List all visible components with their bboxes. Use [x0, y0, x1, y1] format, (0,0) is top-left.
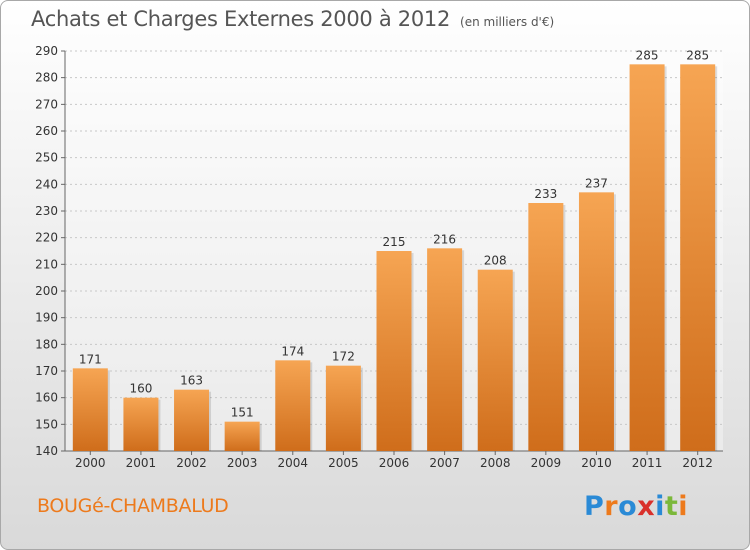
bar-value-label: 208	[484, 254, 507, 268]
x-tick-label: 2006	[379, 456, 410, 470]
bar	[477, 269, 513, 451]
bar	[72, 368, 108, 451]
proxiti-logo: Proxiti	[584, 491, 688, 522]
bar-value-label: 215	[383, 235, 406, 249]
y-tick-label: 170	[35, 364, 58, 378]
logo-letter: t	[664, 491, 679, 522]
bar	[528, 203, 564, 451]
bar-value-label: 172	[332, 350, 355, 364]
logo-letter: o	[618, 491, 638, 522]
y-tick-label: 250	[35, 151, 58, 165]
y-tick-label: 220	[35, 231, 58, 245]
bar-value-label: 216	[433, 232, 456, 246]
bar	[629, 64, 665, 452]
bar	[578, 192, 614, 452]
y-tick-label: 200	[35, 284, 58, 298]
x-tick-label: 2000	[75, 456, 106, 470]
bar	[325, 365, 361, 451]
bar	[174, 389, 210, 451]
place-name: BOUGé-CHAMBALUD	[37, 495, 229, 517]
y-tick-label: 150	[35, 417, 58, 431]
y-tick-label: 240	[35, 177, 58, 191]
bar-value-label: 233	[534, 187, 557, 201]
bar-value-label: 160	[129, 382, 152, 396]
bar	[376, 251, 412, 451]
bar-value-label: 285	[636, 48, 659, 62]
x-tick-label: 2010	[581, 456, 612, 470]
x-tick-label: 2002	[176, 456, 207, 470]
bar-value-label: 237	[585, 176, 608, 190]
logo-letter: i	[678, 491, 689, 522]
y-tick-label: 230	[35, 204, 58, 218]
x-tick-label: 2009	[531, 456, 562, 470]
unit-note: (en milliers d'€)	[460, 15, 555, 29]
x-tick-label: 2005	[328, 456, 359, 470]
x-tick-label: 2003	[227, 456, 258, 470]
bar	[680, 64, 716, 452]
y-tick-label: 190	[35, 311, 58, 325]
y-tick-label: 160	[35, 391, 58, 405]
x-tick-label: 2008	[480, 456, 511, 470]
y-tick-label: 270	[35, 97, 58, 111]
bar-value-label: 174	[281, 344, 304, 358]
x-tick-label: 2004	[277, 456, 308, 470]
title-text: Achats et Charges Externes 2000 à 2012	[31, 7, 451, 31]
y-tick-label: 290	[35, 44, 58, 58]
bar	[123, 397, 159, 451]
y-tick-label: 140	[35, 444, 58, 458]
y-tick-label: 210	[35, 257, 58, 271]
bar-value-label: 285	[686, 48, 709, 62]
y-tick-label: 280	[35, 71, 58, 85]
bar-value-label: 151	[231, 406, 254, 420]
chart-title: Achats et Charges Externes 2000 à 2012 (e…	[31, 7, 554, 31]
y-tick-label: 180	[35, 337, 58, 351]
bar-value-label: 171	[79, 352, 102, 366]
bar	[224, 421, 260, 451]
bar-value-label: 163	[180, 374, 203, 388]
x-tick-label: 2011	[632, 456, 663, 470]
logo-letter: P	[584, 491, 605, 522]
bar	[275, 360, 311, 451]
x-tick-label: 2001	[126, 456, 157, 470]
x-tick-label: 2012	[682, 456, 713, 470]
x-tick-label: 2007	[429, 456, 460, 470]
logo-letter: i	[655, 491, 665, 522]
logo-letter: x	[637, 491, 656, 522]
y-tick-label: 260	[35, 124, 58, 138]
logo-letter: r	[604, 491, 619, 522]
bar	[427, 248, 463, 451]
